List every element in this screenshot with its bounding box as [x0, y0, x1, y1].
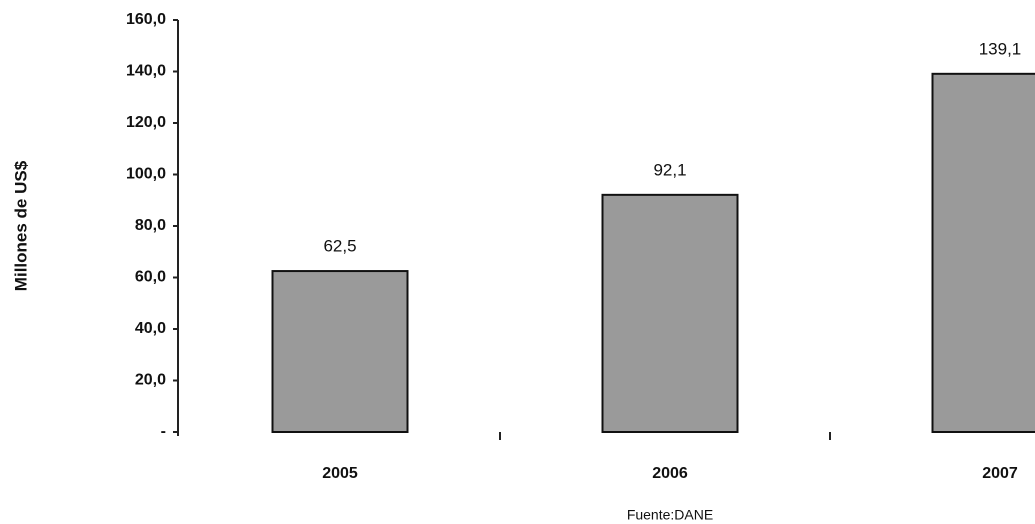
value-label: 92,1 — [653, 160, 686, 179]
bar — [271, 270, 409, 433]
y-axis-label: Millones de US$ — [11, 160, 30, 291]
y-tick-label: 60,0 — [135, 269, 166, 286]
y-tick-label: - — [161, 423, 166, 440]
value-label: 139,1 — [979, 39, 1022, 58]
y-tick-label: 160,0 — [126, 11, 166, 28]
bar — [601, 193, 739, 433]
y-tick-label: 80,0 — [135, 217, 166, 234]
y-tick-label: 40,0 — [135, 320, 166, 337]
y-tick-label: 100,0 — [126, 166, 166, 183]
x-tick-label: 2007 — [982, 465, 1018, 482]
y-tick-label: 140,0 — [126, 63, 166, 80]
bar — [931, 72, 1035, 433]
x-tick-label: 2006 — [652, 465, 688, 482]
source-note: Fuente:DANE — [627, 507, 713, 523]
x-tick-label: 2005 — [322, 465, 358, 482]
value-label: 62,5 — [323, 237, 356, 256]
y-tick-label: 120,0 — [126, 114, 166, 131]
y-tick-label: 20,0 — [135, 372, 166, 389]
